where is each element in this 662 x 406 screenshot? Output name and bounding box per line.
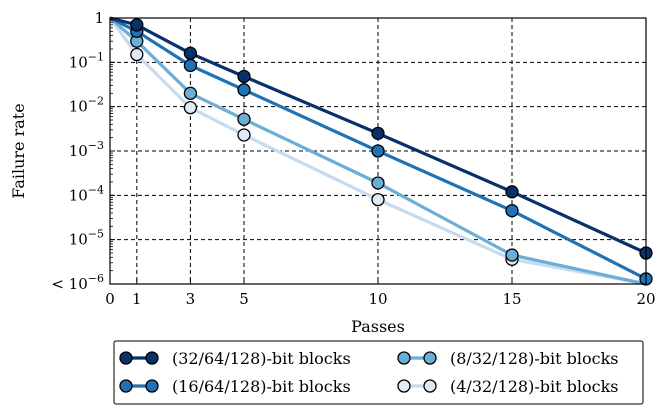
data-point [237, 69, 251, 84]
x-tick-label: 10 [368, 290, 387, 308]
y-tick-exponent: −4 [88, 183, 104, 196]
y-tick-exponent: −3 [88, 139, 104, 152]
y-tick-label: 1 [94, 9, 104, 27]
legend-marker [145, 351, 159, 365]
y-tick-exponent: −1 [88, 50, 104, 63]
y-tick-base: 10 [69, 53, 88, 71]
data-point [505, 248, 519, 262]
x-tick-label: 3 [186, 290, 196, 308]
data-point [183, 58, 198, 73]
x-tick-label: 5 [239, 290, 249, 308]
legend-marker [119, 351, 133, 365]
data-point [130, 47, 144, 62]
y-tick-exponent: −5 [88, 228, 104, 241]
data-point [237, 112, 251, 126]
legend-label: (16/64/128)-bit blocks [172, 377, 351, 396]
data-point [371, 192, 385, 207]
y-tick-label: < 10−6 [51, 272, 104, 293]
x-axis-label: Passes [351, 317, 405, 336]
legend-label: (4/32/128)-bit blocks [450, 377, 618, 396]
legend-marker [397, 379, 411, 393]
y-tick-base: < 10 [51, 275, 87, 293]
axis-ticks: 0 1 3 5 10 15 20< 10−610−510−410−310−210−11 [51, 9, 655, 308]
data-point [371, 126, 385, 141]
series-layer [108, 16, 653, 286]
legend-marker [423, 379, 437, 393]
x-tick-label: 15 [502, 290, 521, 308]
data-point [183, 101, 198, 115]
legend-label: (32/64/128)-bit blocks [172, 349, 351, 368]
data-point [237, 128, 251, 142]
data-point [130, 18, 144, 32]
y-tick-label: 10−5 [69, 228, 104, 249]
data-point [505, 204, 519, 218]
legend-marker [397, 351, 411, 365]
legend: (32/64/128)-bit blocks (16/64/128)-bit bl… [113, 340, 644, 405]
legend-label: (8/32/128)-bit blocks [450, 349, 618, 368]
y-tick-label: 10−4 [69, 183, 104, 204]
y-tick-base: 10 [69, 186, 88, 204]
legend-marker [423, 351, 437, 365]
x-tick-label: 20 [636, 290, 655, 308]
data-point [371, 176, 385, 190]
data-point [371, 144, 385, 158]
y-tick-base: 10 [69, 231, 88, 249]
data-point [183, 86, 198, 100]
legend-box [113, 340, 644, 405]
y-tick-label: 10−1 [69, 50, 104, 71]
y-axis-label: Failure rate [9, 103, 28, 198]
y-tick-base: 10 [69, 142, 88, 160]
data-point [237, 83, 251, 97]
data-point [183, 46, 198, 60]
y-tick-exponent: −2 [88, 95, 104, 108]
y-tick-label: 10−3 [69, 139, 104, 160]
legend-marker [119, 379, 133, 393]
x-tick-label: 1 [132, 290, 142, 308]
x-tick-label: 0 [105, 290, 115, 308]
y-tick-base: 10 [69, 98, 88, 116]
legend-marker [145, 379, 159, 393]
data-point [505, 185, 519, 199]
y-tick-label: 10−2 [69, 95, 104, 116]
y-tick-exponent: −6 [88, 272, 104, 285]
